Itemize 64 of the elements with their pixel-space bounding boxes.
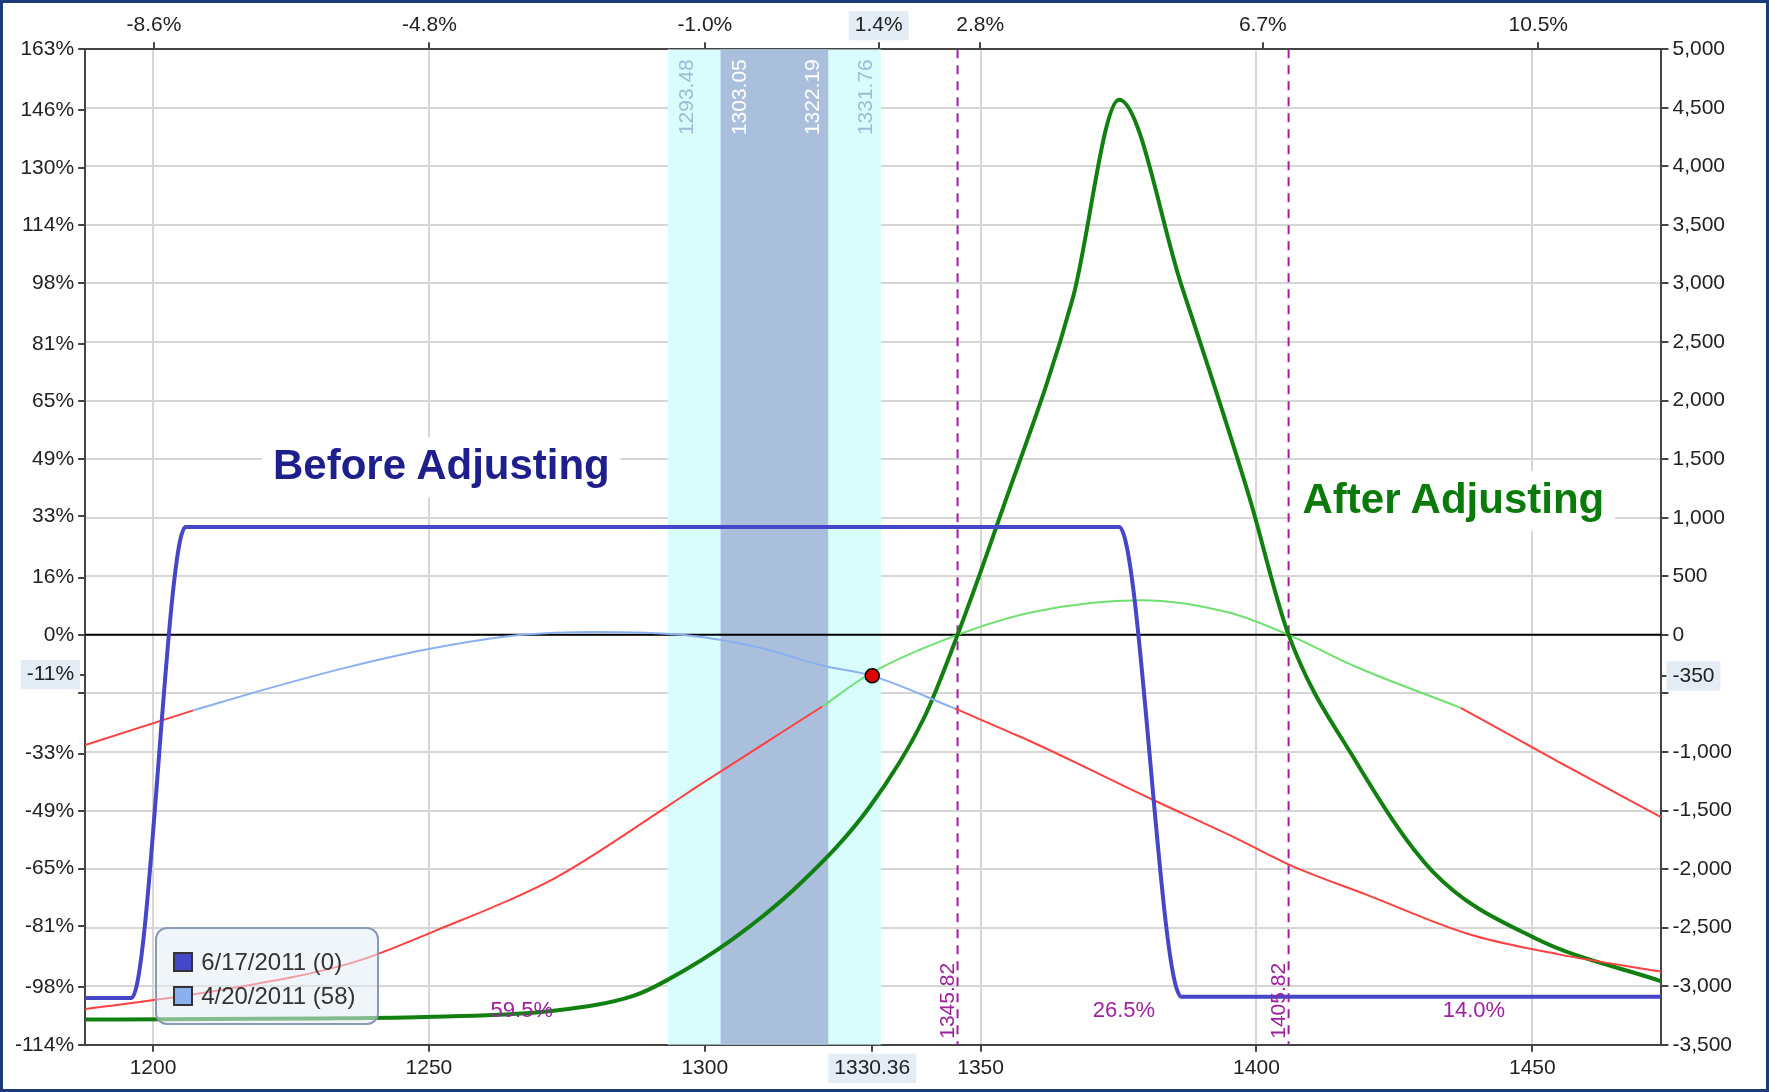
y2-tick-label: 3,500 [1672, 211, 1726, 235]
y-tick-label: -65% [25, 855, 75, 879]
y2-tick-label: 4,000 [1672, 153, 1726, 177]
y2-tick-label: -3,000 [1672, 973, 1732, 997]
y2-tick-label: 4,500 [1672, 94, 1726, 118]
x2-tick-label: 10.5% [1508, 12, 1569, 36]
y-tick-label: -33% [25, 740, 75, 764]
y2-tick-label: -2,000 [1672, 855, 1732, 879]
x2-tick-label: 1.4% [854, 12, 903, 36]
y-tick-label: -114% [14, 1031, 75, 1055]
legend-label: 4/20/2011 (58) [201, 980, 356, 1011]
y-tick-label: 33% [32, 503, 75, 527]
ref-line-label: 1405.82 [1265, 962, 1289, 1039]
y-tick-label: -11% [26, 661, 75, 685]
y-tick-label: 16% [32, 564, 75, 588]
y2-tick-label: -350 [1672, 662, 1715, 686]
ref-line-label: 1345.82 [934, 962, 958, 1039]
y2-tick-label: -2,500 [1672, 914, 1732, 938]
y2-tick-label: 5,000 [1672, 36, 1726, 59]
y-tick-label: 49% [32, 445, 75, 469]
y-tick-label: 130% [20, 154, 75, 178]
y2-tick-label: -3,500 [1672, 1031, 1732, 1055]
y-tick-label: 81% [32, 330, 75, 354]
y-tick-label: 98% [32, 269, 75, 293]
x2-tick-label: -8.6% [126, 12, 182, 36]
x2-tick-label: -4.8% [401, 12, 457, 36]
y2-tick-label: 1,000 [1672, 504, 1726, 528]
y-tick-label: 114% [21, 212, 75, 236]
y-tick-label: 163% [20, 36, 75, 59]
ref-line-label: 1293.48 [673, 59, 697, 136]
y-tick-label: 65% [32, 388, 75, 412]
line-series [821, 599, 1462, 709]
x-tick-label: 1250 [405, 1055, 453, 1079]
x2-tick-label: -1.0% [677, 12, 733, 36]
y-tick-label: 146% [20, 97, 75, 121]
y2-tick-label: -1,500 [1672, 797, 1732, 821]
y2-tick-label: 1,500 [1672, 445, 1726, 469]
x-tick-label: 1200 [129, 1055, 177, 1079]
annotation: After Adjusting [1302, 474, 1605, 522]
y2-tick-label: 2,000 [1672, 387, 1726, 411]
x-tick-label: 1300 [681, 1055, 729, 1079]
y-tick-label: -81% [25, 912, 75, 936]
x-tick-label: 1400 [1233, 1055, 1280, 1079]
annotation: 26.5% [1092, 997, 1156, 1023]
y-tick-label: -49% [25, 797, 75, 821]
line-series [192, 630, 956, 712]
ref-line-label: 1331.76 [852, 59, 876, 136]
x-tick-label: 1330.36 [834, 1055, 911, 1079]
y2-tick-label: 3,000 [1672, 270, 1726, 294]
ref-line-label: 1303.05 [726, 59, 750, 136]
y2-tick-label: 0 [1672, 621, 1685, 645]
annotation: 14.0% [1442, 997, 1506, 1023]
annotation: Before Adjusting [273, 440, 610, 488]
x2-tick-label: 2.8% [956, 12, 1005, 36]
x-tick-label: 1350 [957, 1055, 1004, 1079]
y2-tick-label: -1,000 [1672, 738, 1732, 762]
ref-line-label: 1322.19 [800, 59, 824, 136]
y-tick-label: 0% [43, 621, 75, 645]
y2-tick-label: 500 [1672, 563, 1708, 587]
y2-tick-label: 2,500 [1672, 328, 1726, 352]
y-tick-label: -98% [25, 974, 75, 998]
x-tick-label: 1450 [1508, 1055, 1556, 1079]
x2-tick-label: 6.7% [1238, 12, 1287, 36]
legend-label: 6/17/2011 (0) [201, 946, 343, 977]
